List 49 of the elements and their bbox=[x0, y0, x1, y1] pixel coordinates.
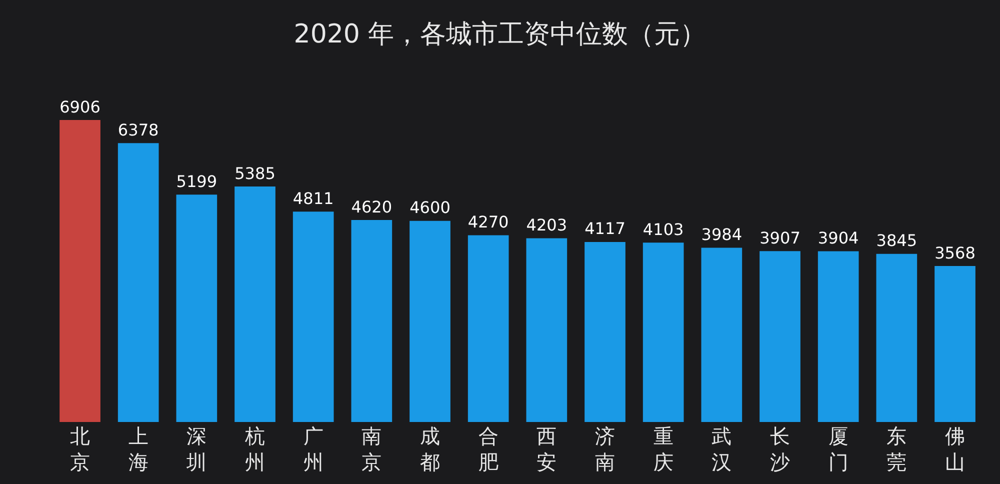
x-tick-label: 合肥 bbox=[478, 424, 498, 474]
x-tick-label: 北京 bbox=[70, 424, 90, 474]
data-label: 6378 bbox=[118, 120, 159, 140]
bar bbox=[760, 251, 800, 422]
bar bbox=[351, 220, 392, 422]
bar bbox=[410, 220, 450, 422]
x-tick-label: 济南 bbox=[595, 424, 615, 474]
x-tick-label: 武汉 bbox=[712, 424, 732, 474]
data-label: 4117 bbox=[584, 219, 626, 238]
chart-title: 2020 年，各城市工资中位数（元） bbox=[294, 19, 706, 50]
data-label: 4600 bbox=[410, 198, 450, 218]
data-label: 5199 bbox=[176, 172, 218, 191]
data-label: 4270 bbox=[468, 212, 509, 232]
bar bbox=[818, 251, 859, 422]
data-label: 4103 bbox=[642, 220, 684, 239]
bar bbox=[584, 242, 626, 422]
data-label: 3907 bbox=[760, 228, 800, 248]
x-tick-label: 杭州 bbox=[244, 424, 265, 474]
x-tick-label: 上海 bbox=[128, 424, 148, 474]
data-label: 4203 bbox=[526, 215, 568, 234]
data-label: 4620 bbox=[351, 197, 392, 216]
data-label: 3904 bbox=[818, 228, 859, 248]
data-label: 5385 bbox=[234, 164, 276, 183]
bar bbox=[60, 120, 100, 422]
bar bbox=[934, 266, 976, 422]
x-tick-label: 长沙 bbox=[770, 424, 790, 474]
x-tick-label: 佛山 bbox=[945, 424, 965, 474]
x-tick-label: 西安 bbox=[536, 424, 557, 474]
x-tick-label: 东莞 bbox=[886, 424, 907, 474]
x-tick-label: 广州 bbox=[303, 424, 324, 474]
x-tick-label: 深圳 bbox=[186, 424, 207, 474]
data-label: 6906 bbox=[60, 97, 100, 116]
x-tick-label: 厦门 bbox=[828, 424, 848, 474]
x-tick-label: 南京 bbox=[362, 424, 382, 474]
bar bbox=[234, 186, 276, 422]
bar bbox=[642, 242, 684, 422]
x-tick-label: 重庆 bbox=[653, 424, 674, 474]
bar bbox=[176, 194, 218, 422]
data-label: 4811 bbox=[292, 188, 334, 208]
bar bbox=[526, 238, 568, 422]
data-label: 3568 bbox=[934, 243, 976, 262]
bar bbox=[118, 143, 159, 422]
x-tick-label: 成都 bbox=[420, 424, 440, 474]
data-label: 3984 bbox=[701, 225, 742, 244]
bar bbox=[292, 212, 334, 422]
data-label: 3845 bbox=[876, 231, 918, 250]
bar bbox=[701, 248, 742, 422]
bar bbox=[468, 235, 509, 422]
bar bbox=[876, 254, 918, 422]
